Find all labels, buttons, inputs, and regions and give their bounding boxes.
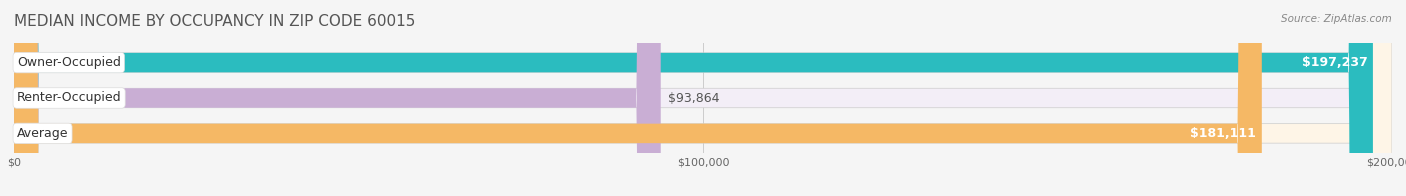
Text: $181,111: $181,111 [1191,127,1257,140]
Text: Renter-Occupied: Renter-Occupied [17,92,121,104]
Text: MEDIAN INCOME BY OCCUPANCY IN ZIP CODE 60015: MEDIAN INCOME BY OCCUPANCY IN ZIP CODE 6… [14,14,415,29]
FancyBboxPatch shape [14,0,1392,196]
Text: $93,864: $93,864 [668,92,718,104]
Text: $197,237: $197,237 [1302,56,1368,69]
FancyBboxPatch shape [14,0,1392,196]
FancyBboxPatch shape [14,0,1392,196]
FancyBboxPatch shape [14,0,1261,196]
FancyBboxPatch shape [14,0,661,196]
Text: Average: Average [17,127,69,140]
Text: Owner-Occupied: Owner-Occupied [17,56,121,69]
FancyBboxPatch shape [14,0,1372,196]
Text: Source: ZipAtlas.com: Source: ZipAtlas.com [1281,14,1392,24]
